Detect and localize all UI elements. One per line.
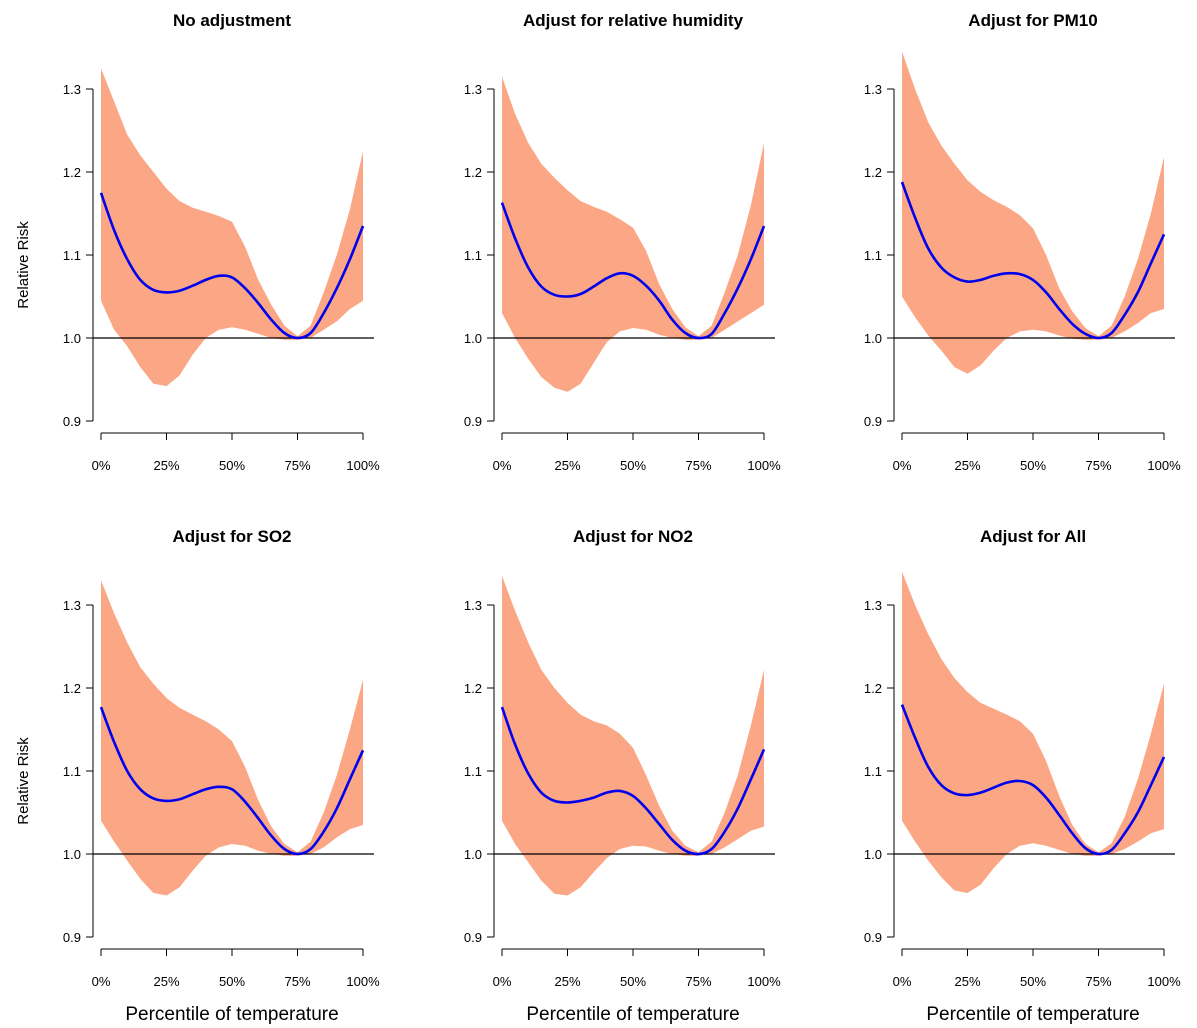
x-tick-label: 50% (620, 458, 646, 473)
x-tick-label: 25% (554, 974, 580, 989)
x-tick-label: 50% (1020, 974, 1046, 989)
y-tick-label: 1.1 (864, 248, 882, 263)
x-tick-label: 25% (153, 974, 179, 989)
y-tick-label: 1.1 (63, 764, 81, 779)
x-tick-label: 75% (1085, 974, 1111, 989)
y-tick-label: 1.3 (864, 82, 882, 97)
x-tick-label: 0% (893, 974, 912, 989)
panel-title: Adjust for PM10 (968, 11, 1097, 30)
x-tick-label: 75% (1085, 458, 1111, 473)
y-tick-label: 1.3 (464, 82, 482, 97)
x-tick-label: 0% (893, 458, 912, 473)
y-tick-label: 1.2 (864, 165, 882, 180)
x-tick-label: 75% (284, 974, 310, 989)
x-tick-label: 100% (1147, 974, 1181, 989)
y-axis-label: Relative Risk (15, 737, 32, 825)
x-tick-label: 25% (954, 974, 980, 989)
relative-risk-curve (500, 202, 766, 340)
x-tick-label: 0% (92, 458, 111, 473)
panel-title: Adjust for NO2 (573, 527, 693, 546)
y-tick-label: 1.0 (464, 847, 482, 862)
chart-panel-2: Adjust for relative humidity 0.9 1.0 1.1 1.2… (464, 11, 781, 473)
x-tick-label: 75% (685, 458, 711, 473)
y-tick-label: 1.2 (63, 681, 81, 696)
relative-risk-curve (99, 706, 365, 856)
y-tick-label: 1.1 (464, 248, 482, 263)
x-tick-label: 0% (493, 458, 512, 473)
chart-panel-4: Adjust for SO2 0.9 1.0 1.1 1.2 1.3 0% 25% 50% 75%… (15, 527, 380, 1025)
relative-risk-curve (99, 192, 365, 340)
y-tick-label: 0.9 (63, 930, 81, 945)
x-tick-label: 50% (620, 974, 646, 989)
x-tick-label: 75% (284, 458, 310, 473)
relative-risk-curve (500, 706, 766, 856)
x-tick-label: 0% (92, 974, 111, 989)
panel-title: Adjust for SO2 (172, 527, 291, 546)
y-tick-label: 0.9 (864, 930, 882, 945)
x-tick-label: 100% (1147, 458, 1181, 473)
y-tick-label: 1.0 (864, 331, 882, 346)
y-tick-label: 0.9 (864, 414, 882, 429)
x-tick-label: 0% (493, 974, 512, 989)
y-tick-label: 1.3 (63, 598, 81, 613)
y-tick-label: 1.2 (63, 165, 81, 180)
panel-title: No adjustment (173, 11, 291, 30)
y-tick-label: 1.3 (63, 82, 81, 97)
x-tick-label: 100% (346, 974, 380, 989)
confidence-band (902, 51, 1164, 374)
x-axis-label: Percentile of temperature (526, 1004, 739, 1025)
panel-title: Adjust for All (980, 527, 1086, 546)
y-tick-label: 1.3 (464, 598, 482, 613)
x-tick-label: 25% (954, 458, 980, 473)
x-tick-label: 50% (219, 974, 245, 989)
panel-title: Adjust for relative humidity (523, 11, 744, 30)
y-tick-label: 1.1 (864, 764, 882, 779)
x-tick-label: 75% (685, 974, 711, 989)
y-tick-label: 1.3 (864, 598, 882, 613)
x-tick-label: 100% (747, 458, 781, 473)
x-tick-label: 100% (346, 458, 380, 473)
x-tick-label: 25% (554, 458, 580, 473)
confidence-band (902, 571, 1164, 893)
confidence-band (101, 580, 363, 896)
y-tick-label: 1.2 (864, 681, 882, 696)
x-axis-label: Percentile of temperature (926, 1004, 1139, 1025)
y-tick-label: 1.0 (63, 847, 81, 862)
y-tick-label: 1.2 (464, 165, 482, 180)
confidence-band (101, 68, 363, 387)
relative-risk-curve (900, 704, 1166, 856)
chart-panel-6: Adjust for All 0.9 1.0 1.1 1.2 1.3 0% 25% 50% 75%… (864, 527, 1181, 1025)
x-tick-label: 25% (153, 458, 179, 473)
y-tick-label: 1.1 (63, 248, 81, 263)
y-tick-label: 1.0 (63, 331, 81, 346)
x-axis-label: Percentile of temperature (125, 1004, 338, 1025)
y-tick-label: 1.2 (464, 681, 482, 696)
x-tick-label: 50% (1020, 458, 1046, 473)
x-tick-label: 100% (747, 974, 781, 989)
y-tick-label: 0.9 (63, 414, 81, 429)
y-tick-label: 1.1 (464, 764, 482, 779)
y-tick-label: 1.0 (864, 847, 882, 862)
chart-panel-5: Adjust for NO2 0.9 1.0 1.1 1.2 1.3 0% 25% 50% 75%… (464, 527, 781, 1025)
y-axis-label: Relative Risk (15, 221, 32, 309)
confidence-band (502, 76, 764, 392)
y-tick-label: 0.9 (464, 930, 482, 945)
chart-panel-3: Adjust for PM10 0.9 1.0 1.1 1.2 1.3 0% 25% 50% 75… (864, 11, 1181, 473)
relative-risk-curve (900, 181, 1166, 340)
x-tick-label: 50% (219, 458, 245, 473)
chart-panel-1: No adjustment 0.9 1.0 1.1 1.2 1.3 0% 25% 50% 75% 1… (15, 11, 380, 473)
y-tick-label: 0.9 (464, 414, 482, 429)
y-tick-label: 1.0 (464, 331, 482, 346)
confidence-band (502, 576, 764, 896)
